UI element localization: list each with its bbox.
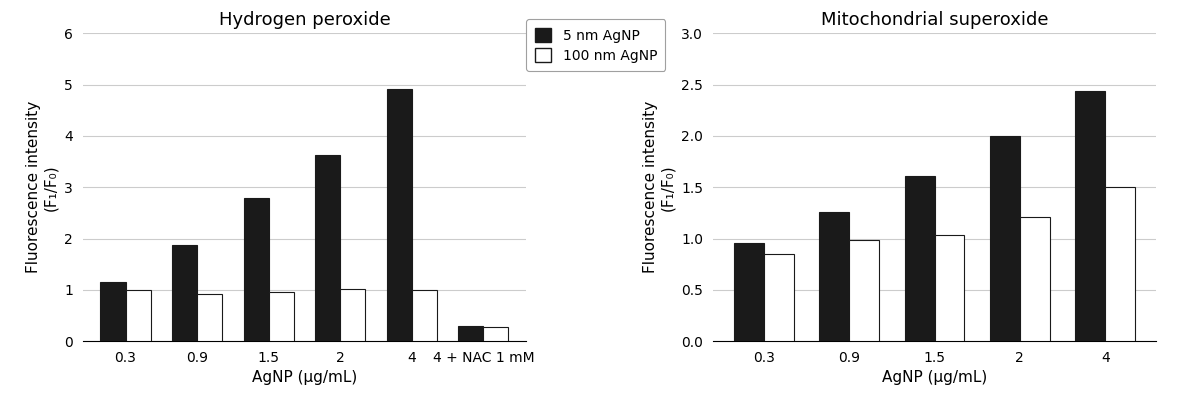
Title: Hydrogen peroxide: Hydrogen peroxide [218, 11, 391, 29]
Bar [269, 292, 294, 341]
Bar [905, 176, 935, 341]
Bar [100, 282, 125, 341]
Bar [458, 326, 484, 341]
Y-axis label: Fluorescence intensity
(F₁/F₀): Fluorescence intensity (F₁/F₀) [643, 101, 675, 273]
Bar [1075, 91, 1106, 341]
Bar [763, 254, 794, 341]
Bar [1020, 217, 1050, 341]
Bar [172, 245, 197, 341]
Bar [819, 212, 850, 341]
Bar [935, 235, 964, 341]
Bar [850, 240, 879, 341]
X-axis label: AgNP (μg/mL): AgNP (μg/mL) [881, 370, 988, 385]
Bar [484, 327, 509, 341]
Bar [243, 198, 269, 341]
Bar [387, 89, 412, 341]
Bar [125, 290, 151, 341]
Title: Mitochondrial superoxide: Mitochondrial superoxide [821, 11, 1048, 29]
Bar [734, 243, 763, 341]
Bar [412, 290, 437, 341]
Bar [197, 294, 222, 341]
Legend: 5 nm AgNP, 100 nm AgNP: 5 nm AgNP, 100 nm AgNP [526, 20, 666, 71]
X-axis label: AgNP (μg/mL): AgNP (μg/mL) [251, 370, 358, 385]
Y-axis label: Fluorescence intensity
(F₁/F₀): Fluorescence intensity (F₁/F₀) [26, 101, 59, 273]
Bar [990, 136, 1020, 341]
Bar [1106, 187, 1135, 341]
Bar [340, 289, 366, 341]
Bar [315, 156, 340, 341]
